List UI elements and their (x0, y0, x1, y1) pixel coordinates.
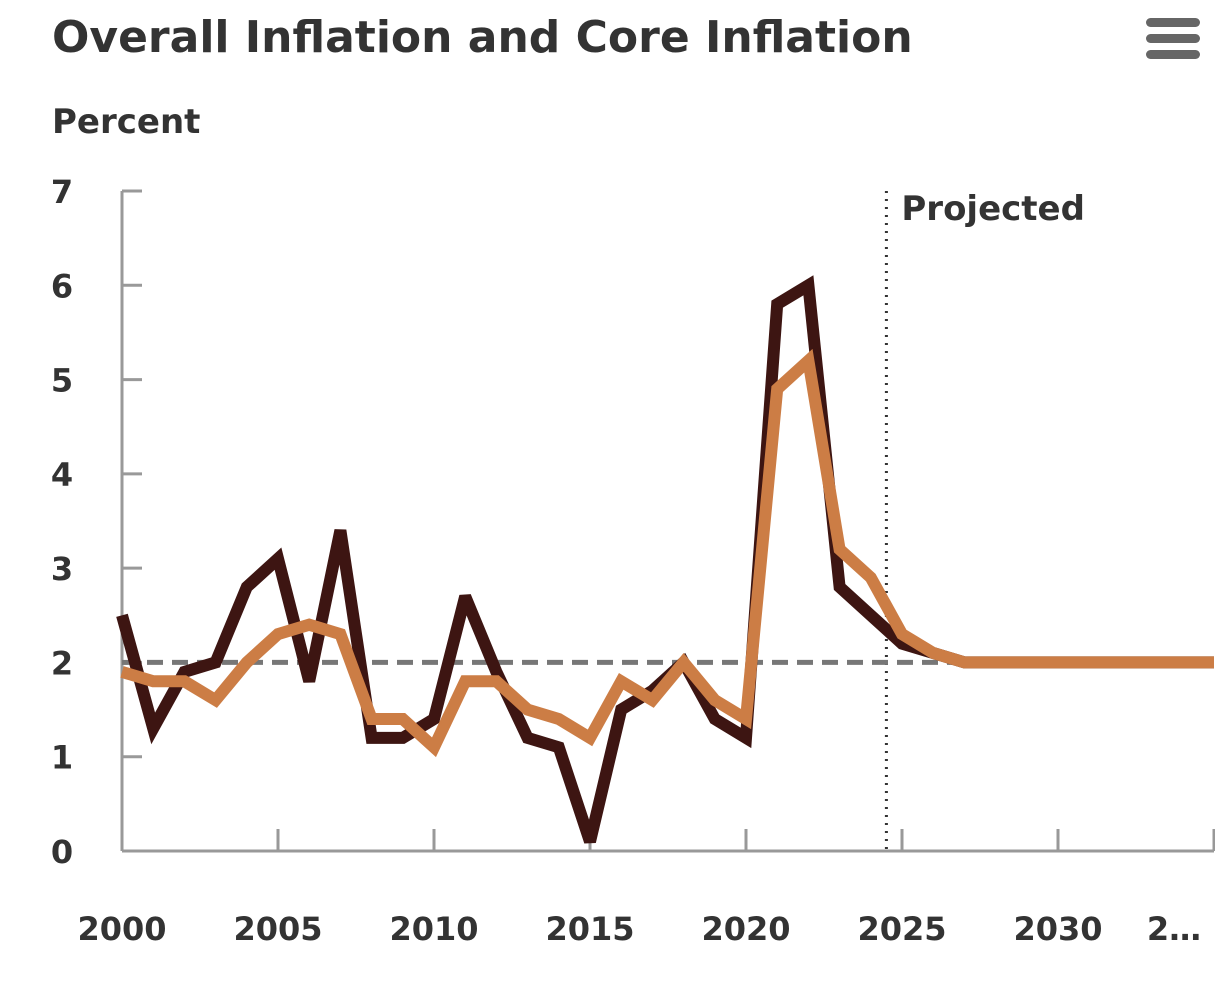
overall-inflation-line (116, 275, 1214, 844)
y-axis-label: Percent (52, 102, 200, 142)
y-tick-label: 4 (51, 456, 73, 494)
y-tick-label: 2 (51, 644, 73, 682)
projection-label: Projected (901, 189, 1085, 229)
x-tick-label: 2… (1147, 910, 1201, 948)
y-tick-label: 0 (51, 833, 73, 871)
x-tick-label: 2025 (857, 910, 946, 948)
y-tick-label: 5 (51, 362, 73, 400)
x-tick-label: 2030 (1013, 910, 1102, 948)
chart-title: Overall Inflation and Core Inflation (52, 12, 913, 63)
hamburger-menu-icon[interactable] (1146, 18, 1200, 59)
y-tick-label: 7 (51, 173, 73, 211)
y-tick-label: 6 (51, 267, 73, 305)
x-tick-label: 2015 (545, 910, 634, 948)
x-tick-label: 2020 (701, 910, 790, 948)
y-tick-label: 1 (51, 739, 73, 777)
y-tick-label: 3 (51, 550, 73, 588)
x-tick-label: 2010 (389, 910, 478, 948)
x-tick-label: 2005 (233, 910, 322, 948)
x-tick-label: 2000 (77, 910, 166, 948)
core-inflation-line (120, 348, 1214, 758)
